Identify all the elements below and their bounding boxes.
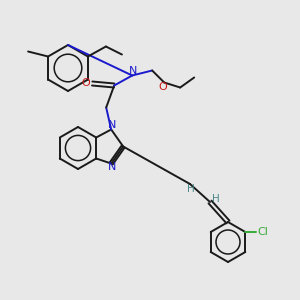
- Text: H: H: [187, 184, 195, 194]
- Text: O: O: [82, 77, 91, 88]
- Text: H: H: [212, 194, 220, 204]
- Text: N: N: [108, 163, 116, 172]
- Text: N: N: [129, 67, 137, 76]
- Text: Cl: Cl: [257, 227, 268, 237]
- Text: N: N: [108, 121, 116, 130]
- Text: O: O: [159, 82, 168, 92]
